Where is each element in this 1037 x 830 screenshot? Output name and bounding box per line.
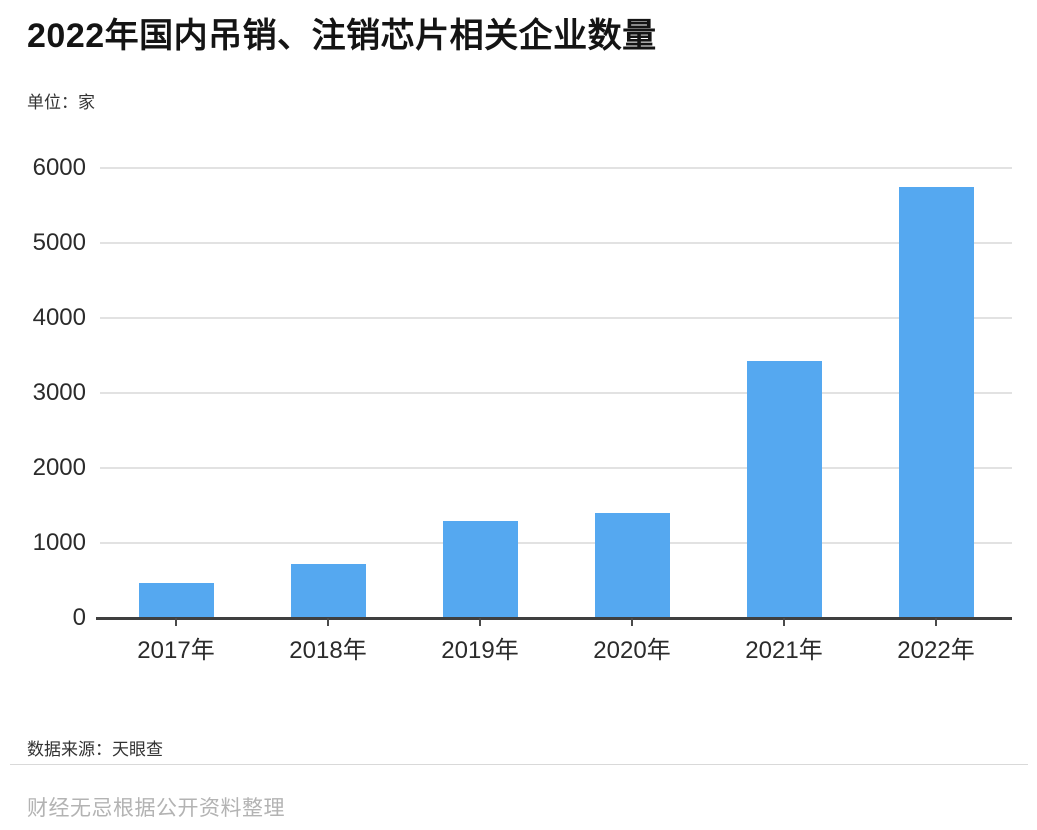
gridline-1000	[100, 542, 1012, 544]
chart-title: 2022年国内吊销、注销芯片相关企业数量	[27, 17, 657, 55]
bar-2018年	[290, 564, 366, 618]
x-tick-label-2017年: 2017年	[137, 637, 215, 664]
x-tick-2019年	[479, 618, 481, 626]
bar-2019年	[442, 521, 518, 618]
x-tick-2020年	[631, 618, 633, 626]
x-axis-line	[96, 617, 1012, 620]
gridline-5000	[100, 242, 1012, 244]
gridline-3000	[100, 392, 1012, 394]
x-tick-2017年	[175, 618, 177, 626]
bar-2020年	[594, 513, 670, 618]
y-tick-label-6000: 6000	[32, 154, 86, 181]
y-tick-label-1000: 1000	[32, 529, 86, 556]
y-tick-label-3000: 3000	[32, 379, 86, 406]
x-tick-2021年	[783, 618, 785, 626]
x-tick-2018年	[327, 618, 329, 626]
gridline-4000	[100, 317, 1012, 319]
gridline-6000	[100, 167, 1012, 169]
source-label: 数据来源：天眼查	[27, 740, 163, 759]
unit-label: 单位：家	[27, 93, 95, 112]
x-tick-label-2020年: 2020年	[593, 637, 671, 664]
bar-2021年	[746, 361, 822, 618]
bar-2022年	[898, 187, 974, 618]
x-tick-label-2021年: 2021年	[745, 637, 823, 664]
y-tick-label-2000: 2000	[32, 454, 86, 481]
y-tick-label-5000: 5000	[32, 229, 86, 256]
bar-2017年	[138, 583, 214, 618]
x-tick-2022年	[935, 618, 937, 626]
y-tick-label-0: 0	[72, 604, 86, 631]
y-tick-label-4000: 4000	[32, 304, 86, 331]
footer-divider	[10, 764, 1028, 765]
x-tick-label-2018年: 2018年	[289, 637, 367, 664]
credit-label: 财经无忌根据公开资料整理	[27, 797, 285, 820]
x-tick-label-2022年: 2022年	[897, 637, 975, 664]
plot-area	[96, 167, 1012, 626]
x-tick-label-2019年: 2019年	[441, 637, 519, 664]
gridline-2000	[100, 467, 1012, 469]
